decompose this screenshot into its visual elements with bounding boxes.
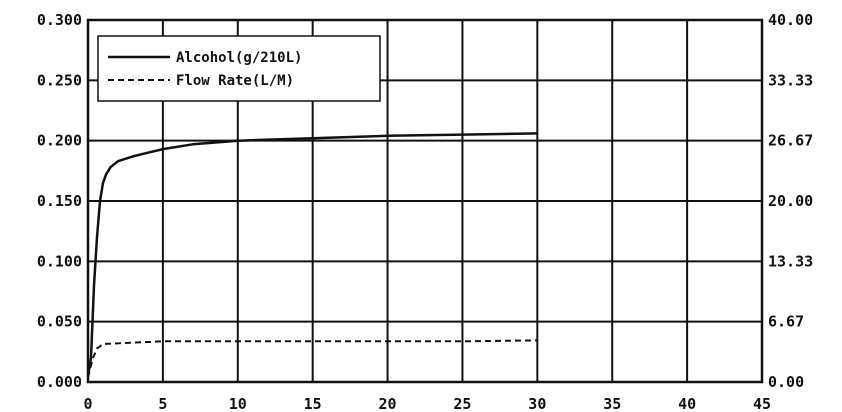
x-tick-label: 5 <box>158 395 167 412</box>
y-tick-label: 0.150 <box>37 192 82 210</box>
legend: Alcohol(g/210L) Flow Rate(L/M) <box>97 35 381 102</box>
y-tick-label: 0.250 <box>37 71 82 89</box>
plot-frame <box>86 18 764 384</box>
y-tick-label: 0.300 <box>37 11 82 29</box>
y2-tick-label: 6.67 <box>768 313 804 331</box>
series-line-alcohol <box>86 132 538 377</box>
y2-tick-label: 26.67 <box>768 132 813 150</box>
y-tick-label: 0.100 <box>37 252 82 270</box>
x-tick-label: 20 <box>379 395 397 412</box>
x-tick-label: 35 <box>603 395 621 412</box>
x-tick-label: 40 <box>678 395 696 412</box>
x-tick-label: 30 <box>528 395 546 412</box>
x-tick-label: 15 <box>304 395 322 412</box>
y2-tick-label: 40.00 <box>768 11 813 29</box>
y2-tick-label: 33.33 <box>768 71 813 89</box>
x-tick-label: 0 <box>83 395 92 412</box>
x-tick-label: 10 <box>229 395 247 412</box>
series-line-flow-rate <box>87 339 538 378</box>
legend-label-flow-rate: Flow Rate(L/M) <box>176 73 294 89</box>
x-tick-label: 25 <box>453 395 471 412</box>
y2-tick-label: 0.00 <box>768 373 804 391</box>
y-tick-label: 0.050 <box>37 313 82 331</box>
legend-label-alcohol: Alcohol(g/210L) <box>176 50 302 66</box>
legend-box <box>97 35 381 102</box>
x-tick-label: 45 <box>753 395 771 412</box>
axes <box>86 18 764 384</box>
y-tick-label: 0.000 <box>37 373 82 391</box>
series-layer <box>86 132 538 378</box>
tick-labels: 0 5 10 15 20 25 30 35 40 45 0.000 0.050 0.100 0.150 0.… <box>37 11 813 412</box>
y2-tick-label: 20.00 <box>768 192 813 210</box>
y2-tick-label: 13.33 <box>768 252 813 270</box>
y-tick-label: 0.200 <box>37 132 82 150</box>
